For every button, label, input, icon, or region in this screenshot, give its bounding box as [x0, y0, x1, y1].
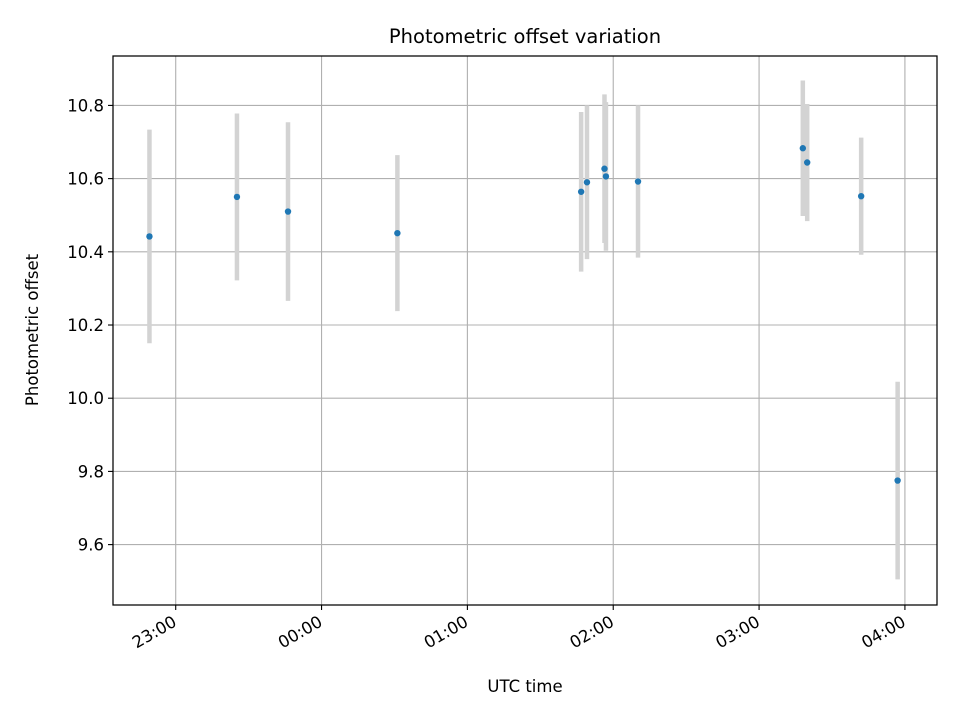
- data-points: [146, 145, 901, 484]
- data-point: [577, 188, 585, 195]
- data-point: [394, 229, 401, 237]
- data-point: [799, 145, 807, 152]
- data-point: [634, 178, 642, 185]
- data-point: [602, 173, 610, 180]
- data-point: [146, 233, 153, 240]
- y-tick-label: 10.0: [67, 389, 104, 408]
- data-point: [233, 193, 241, 201]
- y-tick-label: 10.6: [67, 170, 104, 189]
- data-point: [857, 192, 865, 200]
- data-point: [601, 165, 608, 172]
- data-point: [804, 159, 811, 166]
- plot-frame: [112, 55, 938, 606]
- y-tick-label: 10.4: [67, 243, 104, 262]
- data-point: [583, 179, 591, 186]
- y-tick-label: 9.8: [78, 462, 104, 481]
- x-axis-label: UTC time: [487, 677, 562, 696]
- y-axis-label: Photometric offset: [23, 253, 42, 406]
- y-tick-label: 10.8: [67, 96, 104, 115]
- data-point: [894, 477, 901, 484]
- y-tick-label: 10.2: [67, 316, 104, 335]
- chart-title: Photometric offset variation: [389, 25, 661, 48]
- y-tick-label: 9.6: [78, 536, 104, 555]
- y-axis-ticks: 9.6 9.8 10.0 10.2 10.4 10.6 10.8: [67, 96, 113, 555]
- grid: [113, 56, 937, 605]
- data-point: [284, 208, 292, 215]
